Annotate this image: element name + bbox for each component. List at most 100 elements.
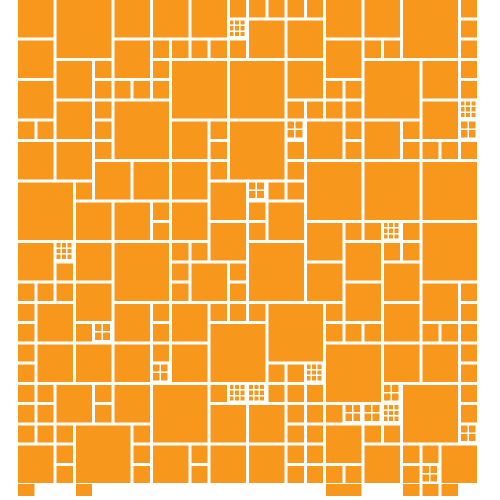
square-tile [326, 465, 343, 483]
small-square-tile [460, 130, 468, 138]
square-tile [364, 222, 381, 240]
small-square-tile [460, 425, 468, 433]
square-tile [422, 141, 439, 159]
small-square-tile [389, 234, 394, 239]
square-tile [37, 405, 54, 423]
square-tile [326, 484, 362, 496]
square-tile [56, 283, 73, 301]
square-tile [326, 344, 381, 402]
square-tile [172, 283, 189, 301]
square-tile [403, 465, 420, 483]
small-square-tile [460, 107, 465, 112]
square-tile [95, 60, 112, 78]
small-square-tile [317, 376, 322, 381]
small-square-tile [259, 396, 264, 401]
square-tile [152, 0, 189, 38]
square-tile [56, 465, 73, 483]
square-tile [268, 364, 285, 382]
square-tile [383, 425, 400, 443]
square-tile [326, 303, 343, 321]
small-square-tile [389, 405, 394, 410]
small-square-tile [61, 248, 66, 253]
small-square-tile [391, 384, 399, 392]
small-square-tile [394, 228, 399, 233]
square-tile [422, 60, 458, 99]
square-tile [249, 202, 266, 220]
square-tile [210, 405, 246, 443]
square-tile [18, 0, 54, 38]
small-square-tile [389, 410, 394, 415]
square-tile [95, 121, 112, 139]
square-tile [326, 81, 343, 99]
square-tile [287, 162, 304, 180]
small-square-tile [317, 370, 322, 375]
square-tile [287, 20, 323, 58]
square-tile [172, 60, 227, 119]
small-square-tile [249, 190, 256, 199]
small-square-tile [312, 364, 317, 369]
square-tile [441, 484, 458, 496]
small-square-tile [312, 370, 317, 375]
square-tile [18, 484, 35, 496]
small-square-tile [389, 416, 394, 421]
square-tile [75, 202, 112, 240]
small-square-tile [389, 228, 394, 233]
square-tile [229, 121, 285, 180]
square-tile [191, 445, 208, 463]
small-square-tile [229, 31, 234, 36]
small-square-tile [471, 101, 476, 106]
square-tile [364, 121, 400, 159]
small-square-tile [240, 384, 245, 389]
small-square-tile [67, 243, 72, 248]
square-tile [114, 0, 150, 38]
small-square-tile [422, 474, 429, 482]
small-square-tile [394, 222, 399, 227]
small-square-tile [235, 26, 240, 31]
square-tile [441, 445, 477, 483]
small-square-tile [383, 222, 388, 227]
square-tile [172, 121, 208, 159]
square-tile [95, 101, 112, 119]
small-square-tile [229, 390, 234, 395]
small-square-tile [259, 390, 264, 395]
small-square-tile [235, 31, 240, 36]
square-tile [18, 344, 35, 362]
square-tile [210, 303, 227, 321]
small-square-tile [229, 26, 234, 31]
square-tile [210, 182, 246, 220]
square-tile [249, 445, 285, 483]
small-square-tile [295, 121, 303, 129]
square-tile [114, 101, 169, 159]
square-tile [229, 0, 246, 18]
square-tile [37, 121, 54, 139]
square-tile [249, 405, 285, 443]
square-tile [18, 182, 73, 240]
small-square-tile [103, 332, 110, 340]
square-tile [18, 425, 35, 443]
square-tile [403, 384, 458, 443]
square-tile [210, 222, 246, 261]
small-square-tile [383, 384, 391, 392]
square-tile [191, 465, 208, 483]
square-tile [268, 384, 285, 402]
square-tile [364, 445, 400, 483]
small-square-tile [61, 243, 66, 248]
square-tile [441, 141, 458, 159]
small-square-tile [240, 390, 245, 395]
square-tile [56, 101, 92, 139]
square-tile [210, 141, 227, 159]
square-tile [364, 40, 381, 58]
square-tile [383, 263, 420, 301]
square-tile [37, 283, 54, 301]
square-tile [422, 162, 477, 220]
square-tile [345, 81, 362, 99]
square-tile [403, 484, 420, 496]
square-tile [403, 243, 420, 261]
square-tile [268, 182, 285, 200]
square-tile [114, 243, 169, 301]
square-tile [345, 283, 381, 321]
square-tile [75, 283, 112, 321]
square-tile [133, 465, 150, 483]
small-square-tile [160, 373, 168, 381]
square-tile [152, 303, 169, 321]
